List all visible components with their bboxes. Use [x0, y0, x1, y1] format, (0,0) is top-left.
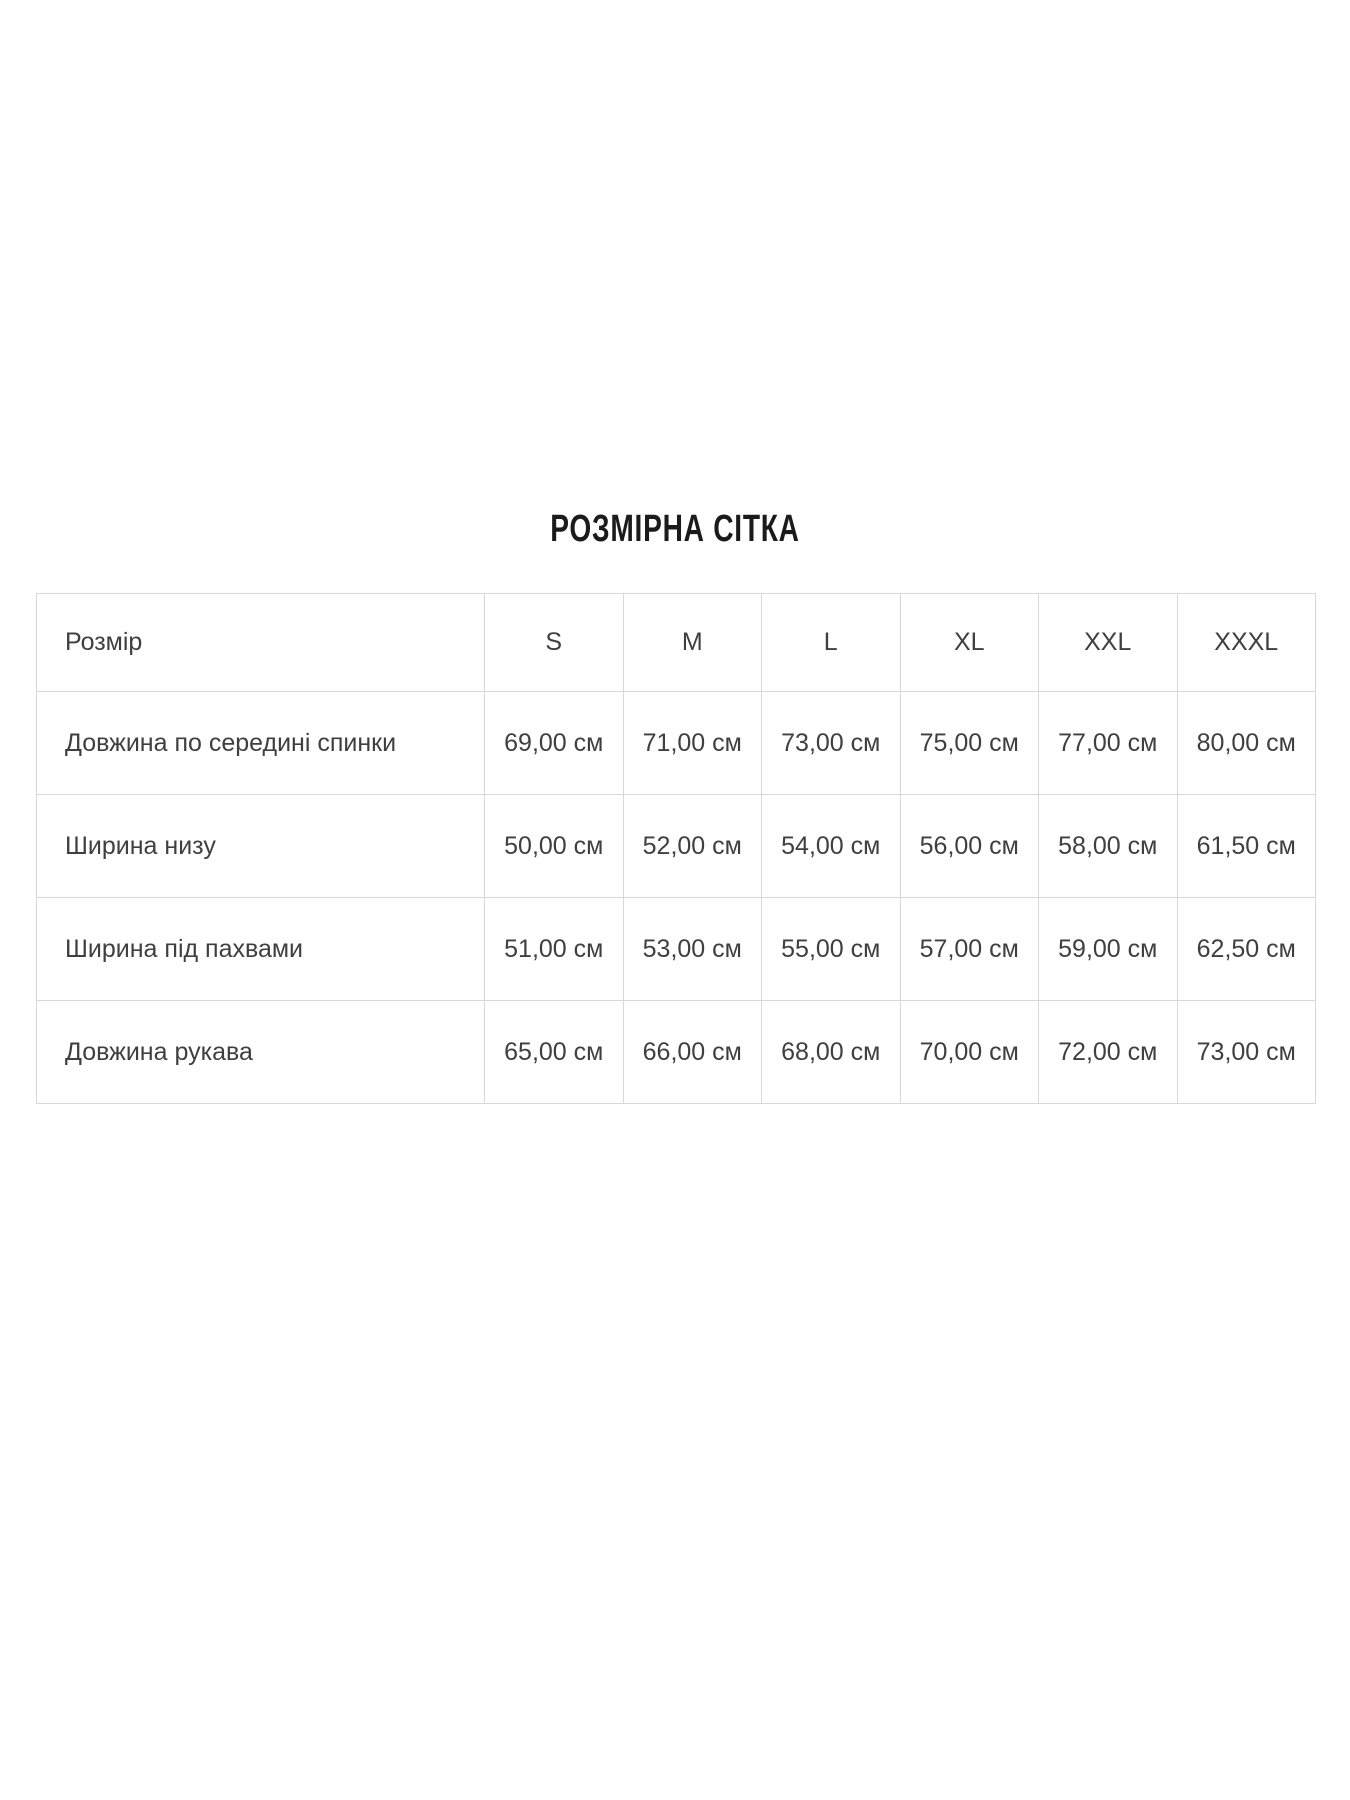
header-cell-label: Розмір — [36, 593, 485, 692]
value-cell: 62,50 см — [1176, 897, 1316, 1001]
value-cell: 73,00 см — [1176, 1000, 1316, 1104]
value-cell: 55,00 см — [761, 897, 901, 1001]
row-label: Ширина низу — [36, 794, 485, 898]
table-row: Довжина рукава 65,00 см 66,00 см 68,00 см 70… — [36, 1000, 1316, 1104]
size-table: Розмір S M L XL XXL XXXL Довжина по середині с… — [36, 593, 1316, 1104]
value-cell: 71,00 см — [622, 691, 762, 795]
table-row: Ширина під пахвами 51,00 см 53,00 см 55,00 … — [36, 897, 1316, 1001]
header-cell-size: S — [484, 593, 624, 692]
value-cell: 75,00 см — [899, 691, 1039, 795]
table-row: Довжина по середині спинки 69,00 см 71,00 … — [36, 691, 1316, 795]
value-cell: 66,00 см — [622, 1000, 762, 1104]
value-cell: 57,00 см — [899, 897, 1039, 1001]
value-cell: 56,00 см — [899, 794, 1039, 898]
row-label: Довжина рукава — [36, 1000, 485, 1104]
value-cell: 50,00 см — [484, 794, 624, 898]
value-cell: 52,00 см — [622, 794, 762, 898]
value-cell: 58,00 см — [1038, 794, 1178, 898]
value-cell: 65,00 см — [484, 1000, 624, 1104]
header-cell-size: XXL — [1038, 593, 1178, 692]
row-label: Ширина під пахвами — [36, 897, 485, 1001]
value-cell: 61,50 см — [1176, 794, 1316, 898]
value-cell: 68,00 см — [761, 1000, 901, 1104]
header-cell-size: M — [622, 593, 762, 692]
header-cell-size: L — [761, 593, 901, 692]
header-row: Розмір S M L XL XXL XXXL — [36, 593, 1316, 692]
value-cell: 70,00 см — [899, 1000, 1039, 1104]
value-cell: 69,00 см — [484, 691, 624, 795]
value-cell: 77,00 см — [1038, 691, 1178, 795]
value-cell: 73,00 см — [761, 691, 901, 795]
header-cell-size: XXXL — [1176, 593, 1316, 692]
table-row: Ширина низу 50,00 см 52,00 см 54,00 см 56,00… — [36, 794, 1316, 898]
row-label: Довжина по середині спинки — [36, 691, 485, 795]
value-cell: 72,00 см — [1038, 1000, 1178, 1104]
value-cell: 53,00 см — [622, 897, 762, 1001]
header-cell-size: XL — [899, 593, 1039, 692]
page-title: РОЗМІРНА СІТКА — [550, 508, 800, 550]
value-cell: 54,00 см — [761, 794, 901, 898]
value-cell: 80,00 см — [1176, 691, 1316, 795]
size-table-body: Довжина по середині спинки 69,00 см 71,00 … — [36, 691, 1316, 1104]
value-cell: 51,00 см — [484, 897, 624, 1001]
size-table-header: Розмір S M L XL XXL XXXL — [36, 593, 1316, 692]
value-cell: 59,00 см — [1038, 897, 1178, 1001]
